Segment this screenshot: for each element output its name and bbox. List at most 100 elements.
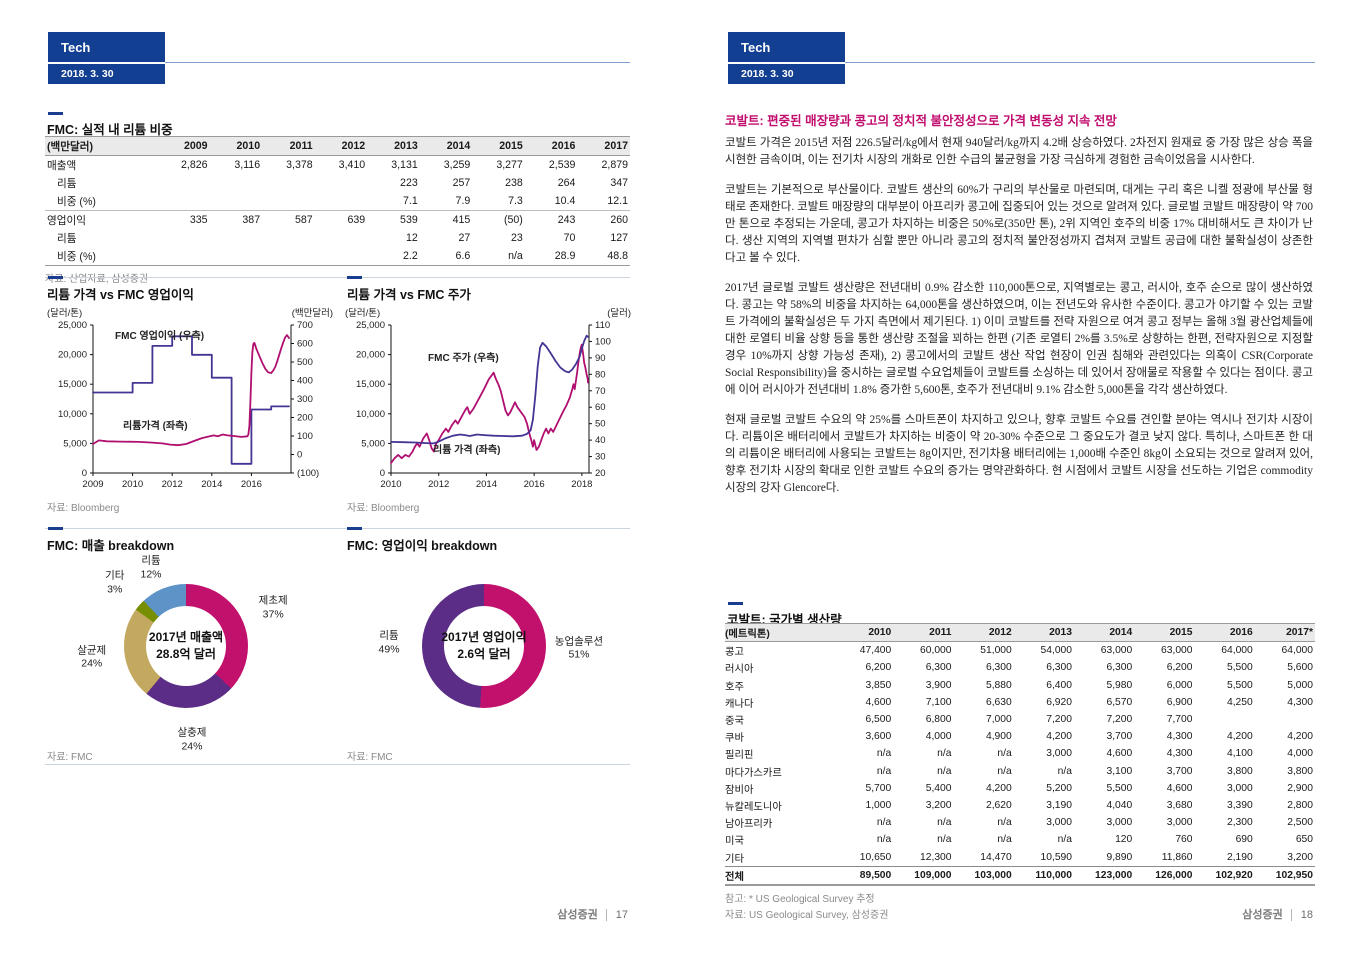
right-tick-label: 110	[595, 320, 610, 331]
table-cell: 10,650	[859, 851, 892, 863]
table-cell: 70	[563, 232, 576, 244]
table-row: 필리핀 n/a n/a n/a 3,000 4,600 4,300 4,100 4,000	[725, 745, 1315, 762]
row-label: 미국	[725, 836, 744, 848]
table-cell: 120	[1115, 834, 1133, 846]
section-rule	[45, 764, 630, 765]
donut-center-label: 2017년 매출액 28.8억 달러	[148, 630, 224, 661]
x-tick-label: 2014	[201, 479, 222, 490]
header-rule	[845, 62, 1315, 63]
table-cell: 89,500	[833, 865, 894, 886]
table-cell: 5,700	[865, 782, 892, 794]
table-cell: 5,980	[1106, 679, 1133, 691]
table-cell: n/a	[997, 748, 1012, 760]
brand-name: 삼성증권	[557, 909, 598, 921]
table-cell: 5,200	[1046, 782, 1072, 794]
table-cell: 14,470	[980, 851, 1012, 863]
table-cell: 3,259	[443, 159, 471, 171]
series-line	[92, 335, 290, 465]
right-tick-label: 60	[595, 402, 606, 413]
table-cell: 6,300	[1046, 662, 1072, 674]
chart1-title: 리튬 가격 vs FMC 영업이익	[47, 288, 194, 302]
table-year-header: 2013	[1013, 622, 1074, 643]
table-year-header: 2015	[472, 136, 525, 156]
fmc-table-title: FMC: 실적 내 리튬 비중	[47, 123, 173, 137]
donut-slice-label: 농업솔루션 51%	[554, 635, 604, 661]
table-cell: 3,100	[1106, 765, 1133, 777]
table-row: 잠비아 5,700 5,400 4,200 5,200 5,500 4,600 3,000 2,…	[725, 780, 1315, 797]
table-row: 기타 10,650 12,300 14,470 10,590 9,890 11,860 2,1…	[725, 848, 1315, 866]
table-cell: n/a	[937, 765, 952, 777]
table-cell: 260	[577, 210, 630, 229]
row-label: 비중 (%)	[45, 247, 157, 266]
right-axis-unit: (백만달러)	[292, 307, 333, 319]
table-cell: 7,100	[925, 696, 952, 708]
section-rule	[45, 277, 630, 278]
x-tick-label: 2010	[380, 479, 401, 490]
donut-slice-label: 살충제 24%	[177, 726, 207, 753]
donut-slice-label: 기타 3%	[105, 569, 125, 596]
table-cell: 7,200	[1046, 714, 1072, 726]
table-cell	[209, 247, 263, 266]
table-cell: 6,300	[925, 662, 952, 674]
table-cell: n/a	[876, 765, 892, 777]
x-tick-label: 2016	[241, 479, 262, 490]
chart2-title: 리튬 가격 vs FMC 주가	[347, 288, 471, 302]
row-label: 뉴칼레도니아	[725, 801, 782, 813]
row-label: 기타	[725, 853, 744, 865]
table-cell: n/a	[876, 834, 892, 846]
donut-slice-label: 제초제 37%	[258, 594, 288, 621]
table-cell: 5,880	[985, 679, 1012, 691]
series-label: 리튬 가격 (좌측)	[433, 443, 500, 456]
cobalt-table-note: 참고: * US Geological Survey 추정	[725, 893, 875, 905]
header-rule	[165, 62, 630, 63]
right-tick-label: 100	[595, 336, 611, 347]
table-cell: 6,200	[1166, 662, 1193, 674]
page-footer: 삼성증권 17	[557, 906, 628, 922]
table-cell: 3,680	[1166, 799, 1193, 811]
table-cell: 6,570	[1106, 696, 1133, 708]
series-line	[92, 334, 290, 447]
table-cell: 3,410	[338, 159, 366, 171]
table-year-header: 2010	[833, 622, 894, 643]
table-cell: 6,400	[1046, 679, 1072, 691]
table-cell: 3,000	[1226, 782, 1253, 794]
page-right: Tech 2018. 3. 30 코발트: 편중된 매장량과 콩고의 정치적 불…	[725, 0, 1315, 962]
table-cell: 3,390	[1226, 799, 1253, 811]
left-tick-label: 0	[380, 468, 385, 479]
table-row: 리튬 12 27 23 70 127	[45, 229, 630, 247]
table-cell: 3,900	[925, 679, 952, 691]
right-tick-label: 70	[595, 386, 606, 397]
row-label: 캐나다	[725, 698, 754, 710]
row-label: 매출액	[47, 159, 77, 172]
row-label: 러시아	[725, 664, 754, 676]
table-cell: 223	[400, 177, 418, 189]
row-label: 리튬	[57, 177, 77, 190]
revenue-breakdown-donut: 2017년 매출액 28.8억 달러 제초제 37% 살충제 24% 살균제 24% 기타 3% 리…	[45, 554, 335, 754]
table-cell: 4,000	[1287, 748, 1313, 760]
right-tick-label: 500	[297, 357, 313, 368]
table-cell: 5,600	[1287, 662, 1313, 674]
table-cell: 2,300	[1226, 817, 1253, 829]
table-cell: n/a	[997, 817, 1012, 829]
table-cell: 3,800	[1226, 765, 1253, 777]
table-cell: 4,300	[1287, 696, 1313, 708]
table-cell: 4,100	[1226, 748, 1253, 760]
table-cell: 3,200	[1287, 851, 1313, 863]
table-unit-label: (백만달러)	[45, 136, 157, 156]
x-tick-label: 2012	[428, 479, 449, 490]
row-label: 마다가스카르	[725, 767, 782, 779]
table-cell: 9,890	[1106, 851, 1133, 863]
table-year-header: 2012	[314, 136, 368, 156]
donut2-title: FMC: 영업이익 breakdown	[347, 539, 498, 553]
table-cell: 587	[262, 210, 315, 229]
fmc-table-source: 자료: 산업자료, 삼성증권	[45, 274, 149, 285]
table-row: 전체 89,500 109,000 103,000 110,000 123,000 126,…	[725, 865, 1315, 886]
table-cell: 63,000	[1100, 645, 1133, 657]
table-cell: 2.2	[367, 247, 420, 266]
donut-hole	[146, 606, 226, 686]
table-row: 비중 (%) 2.2 6.6 n/a 28.9 48.8	[45, 247, 630, 266]
table-cell: 639	[314, 210, 368, 229]
table-cell: 650	[1295, 834, 1313, 846]
table-cell: 257	[452, 177, 471, 189]
